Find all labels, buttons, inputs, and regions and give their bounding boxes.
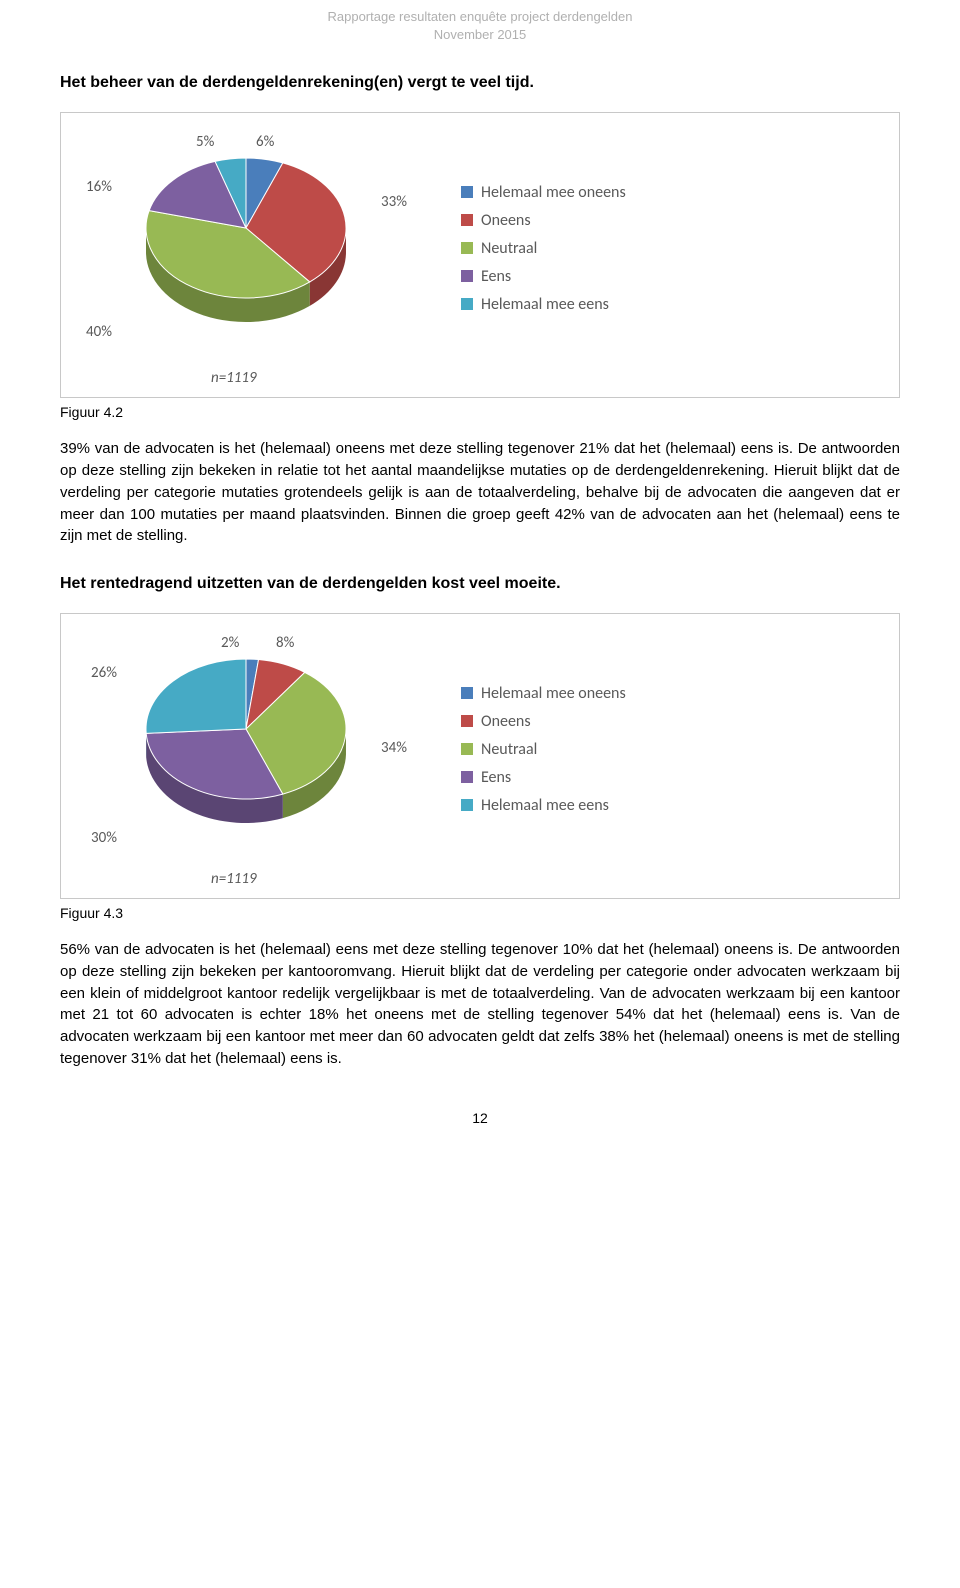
header-line2: November 2015 bbox=[60, 26, 900, 44]
legend-label: Eens bbox=[481, 768, 511, 787]
legend-item: Helemaal mee oneens bbox=[461, 183, 626, 202]
legend-label: Helemaal mee eens bbox=[481, 295, 609, 314]
pie-pct-label: 30% bbox=[91, 829, 117, 847]
chart2-pie-area: 2% 8% 34% 30% 26% bbox=[81, 634, 431, 864]
pie-pct-label: 8% bbox=[276, 634, 294, 652]
legend-swatch bbox=[461, 186, 473, 198]
legend-label: Helemaal mee oneens bbox=[481, 684, 626, 703]
legend-label: Eens bbox=[481, 267, 511, 286]
chart1-pie-area: 5% 6% 33% 40% 16% bbox=[81, 133, 431, 363]
legend-item: Neutraal bbox=[461, 740, 626, 759]
legend-swatch bbox=[461, 771, 473, 783]
legend-item: Helemaal mee eens bbox=[461, 796, 626, 815]
legend-item: Oneens bbox=[461, 712, 626, 731]
legend-item: Eens bbox=[461, 768, 626, 787]
legend-swatch bbox=[461, 799, 473, 811]
pie-pct-label: 2% bbox=[221, 634, 239, 652]
pie-pct-label: 26% bbox=[91, 664, 117, 682]
chart1-n: n=1119 bbox=[211, 369, 879, 387]
page-header: Rapportage resultaten enquête project de… bbox=[60, 0, 900, 74]
section2-title: Het rentedragend uitzetten van de derden… bbox=[60, 575, 900, 593]
chart2-content: 2% 8% 34% 30% 26% Helemaal mee oneens Oneens N… bbox=[81, 634, 879, 864]
legend-item: Oneens bbox=[461, 211, 626, 230]
legend-swatch bbox=[461, 743, 473, 755]
legend-item: Helemaal mee oneens bbox=[461, 684, 626, 703]
legend-swatch bbox=[461, 270, 473, 282]
chart2-box: 2% 8% 34% 30% 26% Helemaal mee oneens Oneens N… bbox=[60, 613, 900, 899]
section1-paragraph: 39% van de advocaten is het (helemaal) o… bbox=[60, 438, 900, 547]
pie-pct-label: 5% bbox=[196, 133, 214, 151]
page-number: 12 bbox=[60, 1110, 900, 1126]
pie-pct-label: 33% bbox=[381, 193, 407, 211]
chart1-legend: Helemaal mee oneens Oneens Neutraal Eens Hel… bbox=[461, 174, 626, 323]
figure1-label: Figuur 4.2 bbox=[60, 404, 900, 420]
legend-label: Oneens bbox=[481, 712, 531, 731]
legend-label: Neutraal bbox=[481, 740, 537, 759]
legend-swatch bbox=[461, 715, 473, 727]
legend-item: Eens bbox=[461, 267, 626, 286]
header-line1: Rapportage resultaten enquête project de… bbox=[60, 8, 900, 26]
chart2-n: n=1119 bbox=[211, 870, 879, 888]
pie-pct-label: 16% bbox=[86, 178, 112, 196]
legend-label: Helemaal mee eens bbox=[481, 796, 609, 815]
legend-label: Neutraal bbox=[481, 239, 537, 258]
chart1-box: 5% 6% 33% 40% 16% Helemaal mee oneens Oneens N… bbox=[60, 112, 900, 398]
chart1-content: 5% 6% 33% 40% 16% Helemaal mee oneens Oneens N… bbox=[81, 133, 879, 363]
legend-label: Oneens bbox=[481, 211, 531, 230]
pie-pct-label: 34% bbox=[381, 739, 407, 757]
legend-swatch bbox=[461, 242, 473, 254]
section1-title: Het beheer van de derdengeldenrekening(e… bbox=[60, 74, 900, 92]
legend-swatch bbox=[461, 214, 473, 226]
chart2-legend: Helemaal mee oneens Oneens Neutraal Eens Hel… bbox=[461, 675, 626, 824]
chart1-pie bbox=[141, 153, 351, 333]
section2-paragraph: 56% van de advocaten is het (helemaal) e… bbox=[60, 939, 900, 1070]
legend-item: Neutraal bbox=[461, 239, 626, 258]
legend-swatch bbox=[461, 687, 473, 699]
legend-label: Helemaal mee oneens bbox=[481, 183, 626, 202]
legend-swatch bbox=[461, 298, 473, 310]
pie-pct-label: 40% bbox=[86, 323, 112, 341]
pie-pct-label: 6% bbox=[256, 133, 274, 151]
legend-item: Helemaal mee eens bbox=[461, 295, 626, 314]
figure2-label: Figuur 4.3 bbox=[60, 905, 900, 921]
chart2-pie bbox=[141, 654, 351, 834]
